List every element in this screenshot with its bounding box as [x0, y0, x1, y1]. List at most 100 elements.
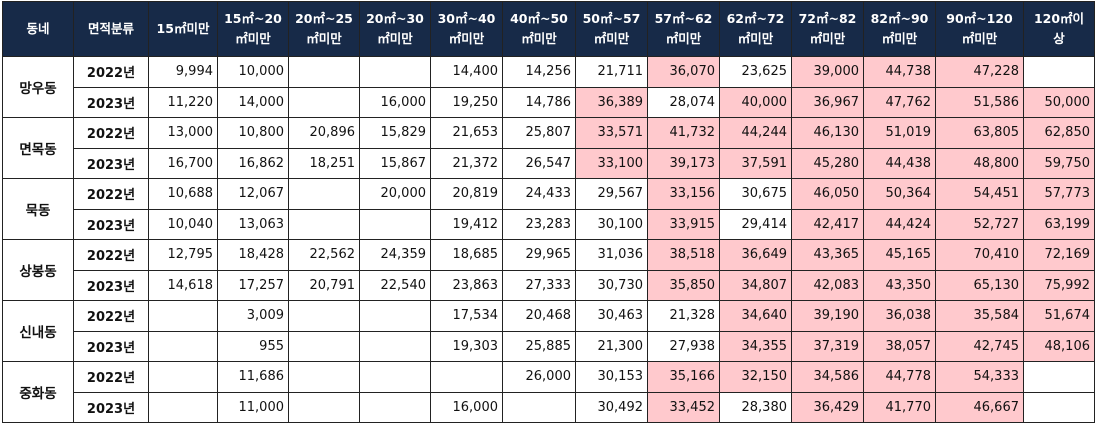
price-cell-highlighted: 44,438 [863, 147, 936, 179]
year-cell: 2022년 [73, 361, 149, 393]
year-cell: 2022년 [73, 117, 149, 149]
column-header: 72㎡~82 ㎡미만 [791, 1, 864, 57]
price-cell: 17,257 [217, 269, 289, 301]
year-cell: 2022년 [73, 239, 149, 271]
price-cell [1023, 391, 1095, 423]
price-cell-highlighted: 46,667 [935, 391, 1024, 423]
price-cell-highlighted: 75,992 [1023, 269, 1095, 301]
column-header-line: 90㎡~120 [946, 11, 1013, 26]
table-row: 망우동 2022년 9,994 10,000 14,400 14,256 21,711 36,… [2, 56, 1095, 118]
year-cell: 2022년 [73, 56, 149, 88]
column-header: 동네 [2, 1, 74, 57]
price-cell-highlighted: 59,750 [1023, 147, 1095, 179]
price-cell: 20,000 [359, 178, 431, 210]
price-cell: 25,807 [502, 117, 576, 149]
column-header-line: 20㎡~25 [295, 11, 353, 26]
price-cell: 10,040 [148, 208, 218, 240]
price-cell [288, 330, 360, 362]
price-cell [288, 178, 360, 210]
price-cell [430, 361, 503, 393]
price-cell-highlighted: 44,424 [863, 208, 936, 240]
price-cell-highlighted: 47,762 [863, 86, 936, 118]
price-cell: 30,492 [575, 391, 648, 423]
column-header-line: 15㎡미만 [156, 21, 210, 36]
column-header-line: 82㎡~90 [870, 11, 929, 26]
column-header-line: 120㎡이 [1033, 11, 1085, 26]
price-cell-highlighted: 51,019 [863, 117, 936, 149]
price-cell-highlighted: 70,410 [935, 239, 1024, 271]
price-cell: 16,700 [148, 147, 218, 179]
price-cell: 16,000 [359, 86, 431, 118]
price-cell-highlighted: 43,350 [863, 269, 936, 301]
price-cell [359, 300, 431, 332]
column-header-line: 40㎡~50 [510, 11, 568, 26]
price-cell: 28,380 [719, 391, 792, 423]
column-header-line: 57㎡~62 [654, 11, 713, 26]
price-cell-highlighted: 34,807 [719, 269, 792, 301]
price-cell: 14,256 [502, 56, 576, 88]
price-cell-highlighted: 48,800 [935, 147, 1024, 179]
price-cell-highlighted: 51,586 [935, 86, 1024, 118]
price-cell: 11,000 [217, 391, 289, 423]
year-cell: 2022년 [73, 300, 149, 332]
price-cell-highlighted: 50,364 [863, 178, 936, 210]
price-cell-highlighted: 72,169 [1023, 239, 1095, 271]
price-cell: 15,867 [359, 147, 431, 179]
price-cell: 9,994 [148, 56, 218, 88]
price-cell-highlighted: 36,038 [863, 300, 936, 332]
price-cell: 25,885 [502, 330, 576, 362]
price-cell: 28,074 [647, 86, 720, 118]
price-cell: 10,000 [217, 56, 289, 88]
price-cell-highlighted: 36,967 [791, 86, 864, 118]
column-header-line: ㎡미만 [377, 31, 413, 46]
table-row: 2023년 11,000 16,000 30,492 33,452 28,380 36,42… [3, 391, 1095, 423]
price-cell-highlighted: 36,649 [719, 239, 792, 271]
price-cell [359, 361, 431, 393]
column-header: 90㎡~120 ㎡미만 [935, 1, 1024, 57]
column-header-line: ㎡미만 [809, 31, 846, 46]
year-cell: 2023년 [73, 208, 149, 240]
price-cell: 14,000 [217, 86, 289, 118]
price-cell: 15,829 [359, 117, 431, 149]
price-cell [288, 361, 360, 393]
price-cell: 23,283 [502, 208, 576, 240]
price-cell: 18,251 [288, 147, 360, 179]
price-cell: 22,540 [359, 269, 431, 301]
price-cell: 27,938 [647, 330, 720, 362]
price-cell: 19,412 [430, 208, 503, 240]
column-header-line: 62㎡~72 [726, 11, 785, 26]
dong-name-cell: 신내동 [2, 300, 74, 362]
table-row: 2023년 10,040 13,063 19,412 23,283 30,100 33,91… [3, 208, 1095, 240]
price-cell: 19,303 [430, 330, 503, 362]
price-cell: 10,688 [148, 178, 218, 210]
price-cell [359, 56, 431, 88]
column-header-line: ㎡미만 [448, 31, 485, 46]
column-header-line: 동네 [26, 21, 50, 36]
column-header: 30㎡~40 ㎡미만 [430, 1, 503, 57]
price-cell: 11,686 [217, 361, 289, 393]
price-table: 동네 면적분류 15㎡미만 15㎡~20 ㎡미만 20㎡~25 ㎡미만 20㎡~30 ㎡미만 30… [2, 1, 1095, 423]
price-cell: 22,562 [288, 239, 360, 271]
price-cell: 955 [217, 330, 289, 362]
price-cell: 21,300 [575, 330, 648, 362]
price-cell: 30,100 [575, 208, 648, 240]
price-cell [148, 361, 218, 393]
price-cell-highlighted: 44,244 [719, 117, 792, 149]
price-cell: 11,220 [148, 86, 218, 118]
price-cell-highlighted: 46,050 [791, 178, 864, 210]
column-header-line: ㎡미만 [881, 31, 918, 46]
price-cell: 14,618 [148, 269, 218, 301]
price-cell-highlighted: 34,355 [719, 330, 792, 362]
column-header-line: 상 [1053, 31, 1065, 46]
price-cell-highlighted: 46,130 [791, 117, 864, 149]
dong-name-cell: 상봉동 [2, 239, 74, 301]
price-cell: 20,896 [288, 117, 360, 149]
price-cell-highlighted: 41,770 [863, 391, 936, 423]
price-cell [288, 300, 360, 332]
price-cell-highlighted: 38,057 [863, 330, 936, 362]
price-cell-highlighted: 45,165 [863, 239, 936, 271]
price-cell-highlighted: 44,738 [863, 56, 936, 88]
price-cell-highlighted: 36,389 [575, 86, 648, 118]
price-cell: 18,685 [430, 239, 503, 271]
table-row: 2023년 14,618 17,257 20,791 22,540 23,863 27,33… [3, 269, 1095, 301]
